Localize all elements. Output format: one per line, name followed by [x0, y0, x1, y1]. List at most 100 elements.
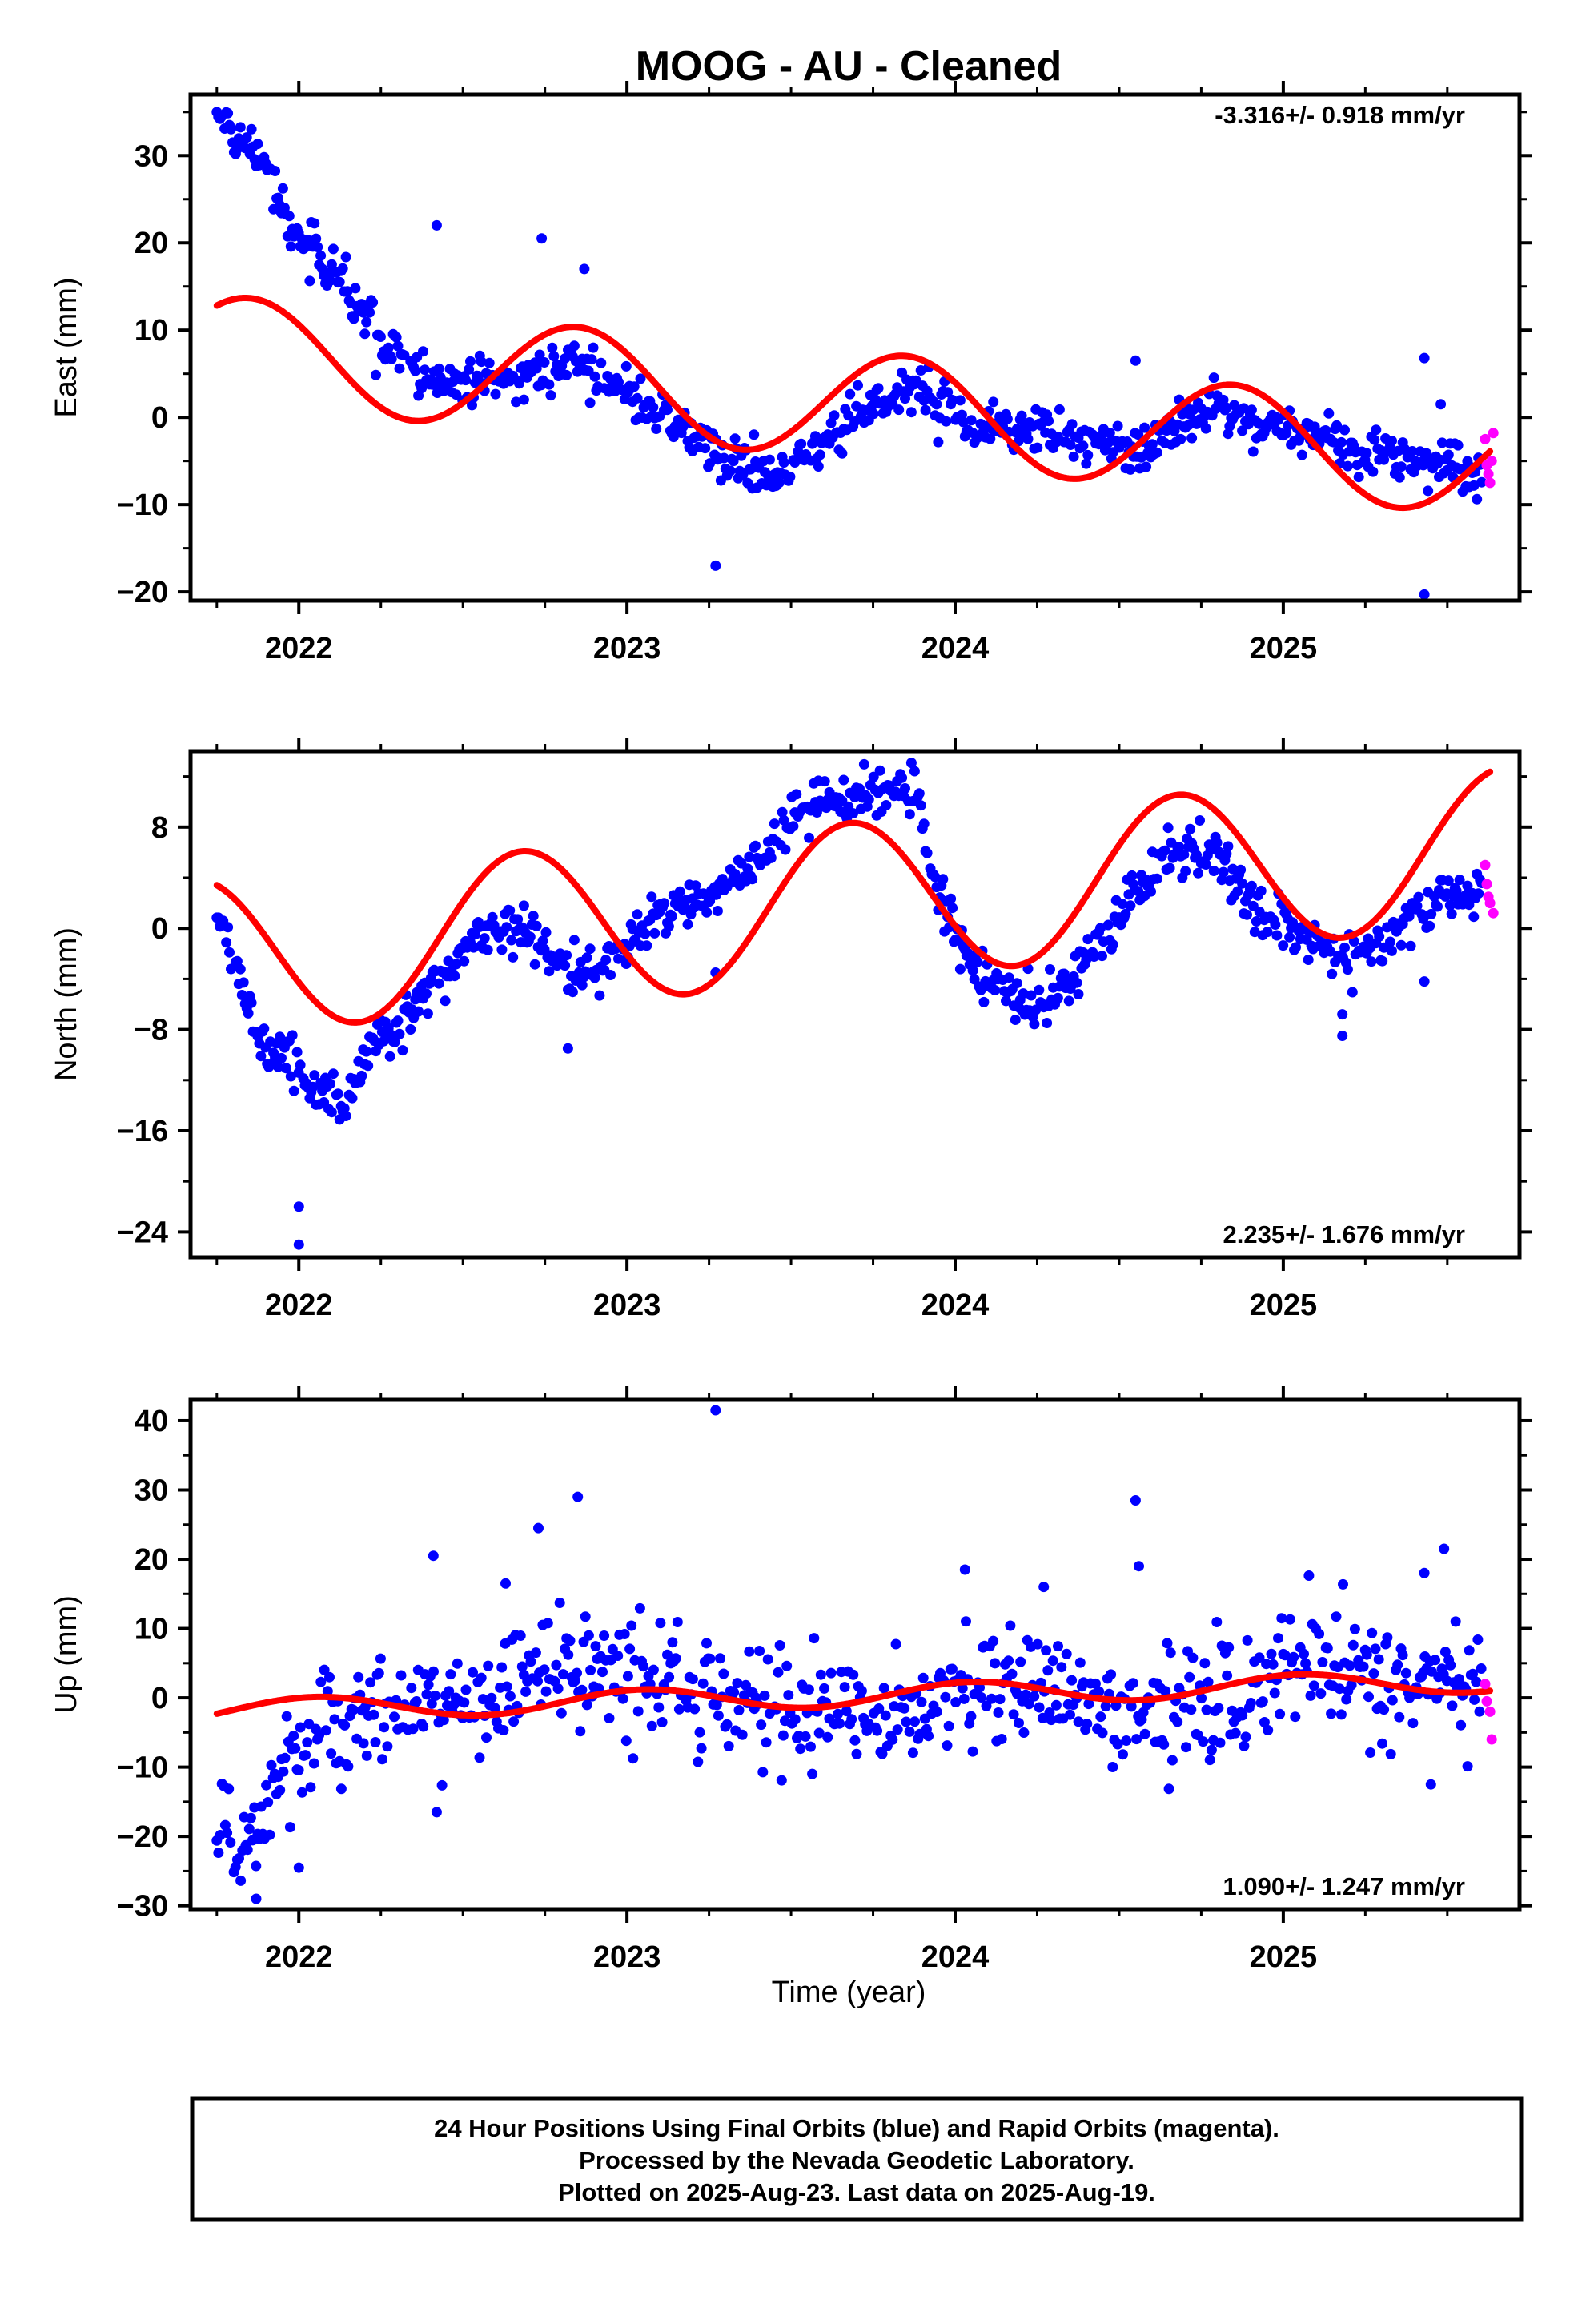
north-final-point — [392, 1015, 404, 1027]
up-y-tick-label: 40 — [135, 1405, 168, 1438]
east-rapid-point — [1480, 433, 1491, 444]
up-final-point — [1279, 1650, 1291, 1661]
east-final-point — [648, 402, 659, 413]
north-final-point — [674, 886, 685, 897]
up-final-point — [477, 1694, 488, 1705]
up-final-point — [261, 1779, 272, 1791]
north-final-point — [1159, 845, 1170, 856]
up-final-point — [1056, 1662, 1067, 1673]
up-final-point — [1263, 1725, 1274, 1735]
north-final-point — [576, 979, 588, 991]
up-final-point — [1358, 1661, 1369, 1672]
east-final-point — [586, 354, 597, 365]
up-final-point — [892, 1724, 903, 1735]
north-final-point — [613, 953, 624, 964]
up-final-point — [520, 1686, 532, 1697]
east-final-point — [223, 107, 234, 119]
north-final-point — [1443, 875, 1454, 887]
up-final-point — [1201, 1704, 1212, 1715]
north-final-point — [1337, 1009, 1348, 1020]
north-final-point — [1242, 909, 1252, 920]
up-final-point — [1230, 1727, 1241, 1739]
up-final-point — [687, 1674, 698, 1685]
up-final-point — [1240, 1731, 1251, 1743]
north-final-point — [780, 844, 791, 855]
east-final-point — [518, 394, 529, 405]
up-final-point — [1038, 1582, 1050, 1593]
up-final-point — [242, 1844, 253, 1856]
up-final-point — [1211, 1617, 1223, 1627]
up-final-point — [967, 1746, 978, 1757]
north-final-point — [459, 955, 470, 967]
north-final-point — [712, 906, 723, 916]
east-final-point — [966, 415, 977, 426]
north-final-point — [1125, 900, 1136, 911]
north-final-point — [666, 911, 677, 922]
up-final-point — [530, 1647, 541, 1659]
up-final-point — [343, 1761, 354, 1772]
up-final-point — [878, 1683, 889, 1694]
up-final-point — [324, 1671, 335, 1683]
east-final-point — [1339, 424, 1350, 436]
north-final-point — [821, 802, 832, 814]
up-final-point — [251, 1860, 262, 1872]
up-final-point — [293, 1862, 304, 1873]
east-final-point — [1387, 436, 1397, 446]
north-final-point — [1454, 875, 1465, 886]
up-final-point — [756, 1719, 767, 1731]
up-final-point — [901, 1716, 912, 1727]
north-final-point — [394, 1028, 405, 1039]
up-final-point — [423, 1679, 434, 1691]
east-final-point — [375, 332, 386, 342]
up-final-point — [1276, 1613, 1287, 1624]
up-final-point — [501, 1681, 512, 1692]
east-final-point — [632, 392, 643, 404]
north-final-point — [838, 774, 849, 786]
up-final-point — [379, 1722, 390, 1733]
east-final-point — [813, 461, 824, 472]
north-final-point — [422, 1008, 433, 1019]
east-final-point — [1361, 448, 1372, 459]
east-final-point — [1161, 425, 1172, 436]
north-final-point — [747, 874, 758, 885]
up-final-point — [358, 1738, 369, 1749]
east-final-point — [635, 373, 646, 384]
east-rapid-point — [1483, 468, 1494, 480]
up-final-point — [1469, 1694, 1480, 1705]
north-final-point — [1107, 939, 1118, 951]
up-final-point — [1127, 1678, 1138, 1689]
east-final-point — [745, 464, 757, 475]
up-final-point — [1180, 1742, 1191, 1753]
up-final-point — [976, 1692, 987, 1703]
up-final-point — [1288, 1651, 1299, 1663]
up-final-point — [1213, 1703, 1224, 1714]
up-final-point — [689, 1703, 701, 1715]
north-final-point — [255, 1051, 267, 1062]
north-final-point — [1411, 900, 1423, 911]
east-final-point — [367, 297, 379, 308]
east-final-point — [418, 346, 428, 357]
up-final-point — [302, 1737, 313, 1748]
up-final-point — [942, 1740, 953, 1751]
east-final-point — [814, 449, 825, 460]
east-final-point — [718, 452, 729, 464]
east-final-point — [235, 122, 246, 133]
north-final-point — [1303, 955, 1314, 965]
east-final-point — [809, 431, 821, 442]
north-final-point — [413, 1006, 424, 1017]
north-final-point — [1073, 989, 1084, 999]
east-final-point — [1237, 425, 1248, 436]
north-final-point — [504, 905, 516, 916]
east-rate-label: -3.316+/- 0.918 mm/yr — [1215, 101, 1465, 129]
up-final-point — [950, 1697, 962, 1707]
north-final-point — [327, 1068, 339, 1080]
up-final-point — [994, 1694, 1006, 1705]
up-final-point — [1166, 1755, 1178, 1766]
east-final-point — [1016, 410, 1027, 421]
north-final-point — [769, 818, 780, 830]
up-final-point — [887, 1734, 898, 1745]
up-final-point — [1042, 1665, 1054, 1676]
north-final-point — [347, 1092, 358, 1104]
up-final-point — [486, 1692, 497, 1703]
north-final-point — [529, 959, 540, 970]
